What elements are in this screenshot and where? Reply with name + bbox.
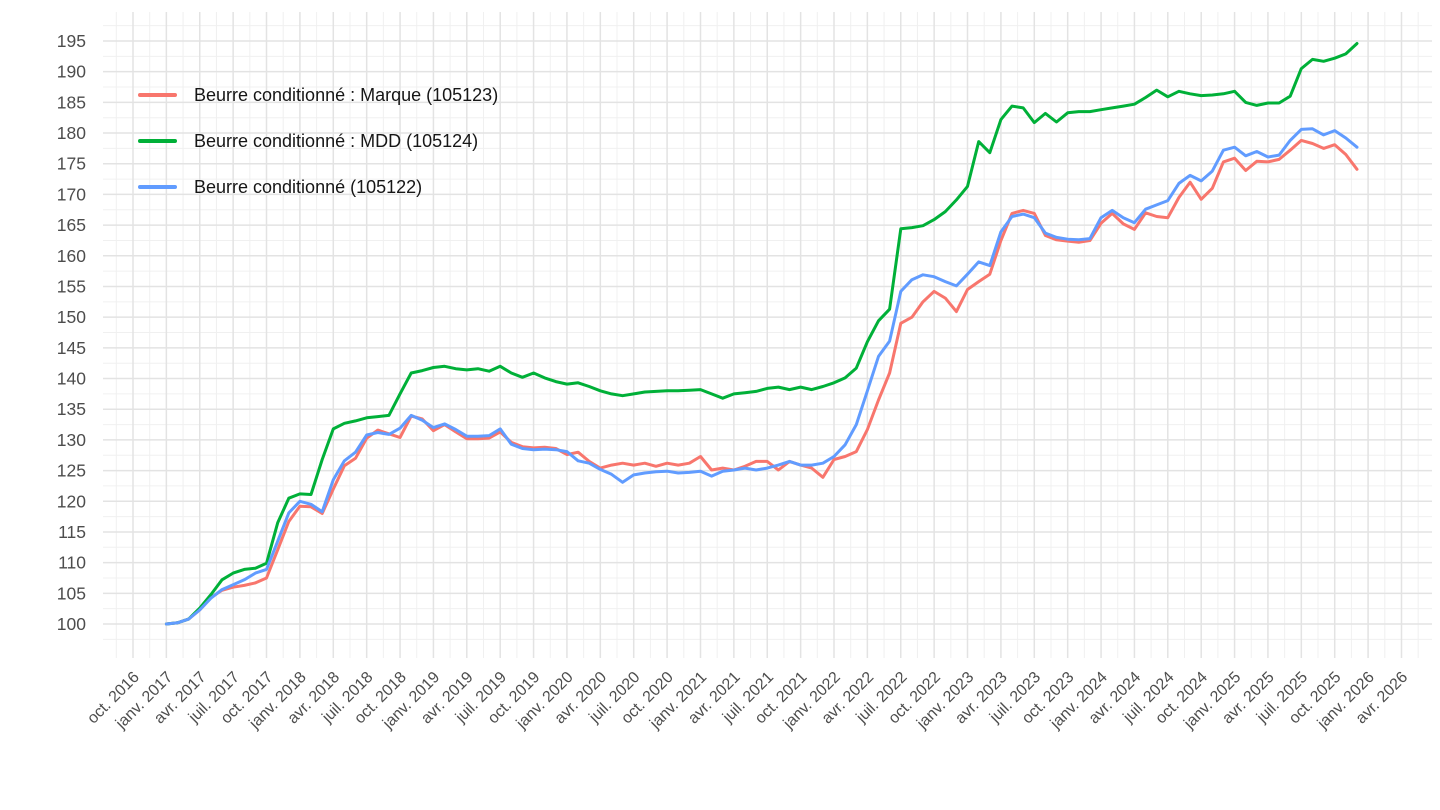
legend-item-ensemble: Beurre conditionné (105122) [138, 164, 498, 210]
series-line-mdd [164, 42, 1359, 626]
y-tick-label: 180 [57, 123, 86, 143]
legend-swatch-mdd-icon [138, 139, 177, 143]
series-line-ensemble [164, 127, 1359, 626]
legend-label-mdd: Beurre conditionné : MDD (105124) [194, 130, 479, 151]
y-tick-label: 125 [57, 461, 86, 481]
y-tick-label: 195 [57, 31, 86, 51]
y-tick-label: 115 [58, 522, 86, 542]
legend-swatch-ensemble-icon [138, 185, 177, 189]
y-tick-label: 110 [58, 553, 86, 573]
y-tick-label: 175 [57, 154, 86, 174]
legend: Beurre conditionné : Marque (105123) Beu… [138, 72, 498, 210]
y-tick-label: 170 [57, 184, 86, 204]
y-tick-label: 105 [57, 583, 86, 603]
y-tick-label: 165 [57, 215, 86, 235]
y-axis-labels: 100 105 110 115 120 125 130 135 140 145 150 155 160 1… [57, 31, 86, 634]
gridlines-major [103, 12, 1432, 658]
y-tick-label: 135 [57, 399, 86, 419]
y-tick-label: 150 [57, 307, 86, 327]
y-tick-label: 190 [57, 62, 86, 82]
y-tick-label: 160 [57, 246, 86, 266]
y-tick-label: 100 [57, 614, 86, 634]
y-tick-label: 130 [57, 430, 86, 450]
legend-label-ensemble: Beurre conditionné (105122) [194, 176, 423, 197]
legend-swatch-marque-icon [138, 93, 177, 97]
y-tick-label: 145 [57, 338, 86, 358]
y-tick-label: 185 [57, 92, 86, 112]
series-line-marque [164, 138, 1359, 626]
y-tick-label: 120 [57, 491, 86, 511]
legend-label-marque: Beurre conditionné : Marque (105123) [194, 84, 499, 105]
y-tick-label: 140 [57, 369, 86, 389]
y-tick-label: 155 [57, 276, 86, 296]
legend-item-marque: Beurre conditionné : Marque (105123) [138, 72, 498, 118]
legend-item-mdd: Beurre conditionné : MDD (105124) [138, 118, 498, 164]
